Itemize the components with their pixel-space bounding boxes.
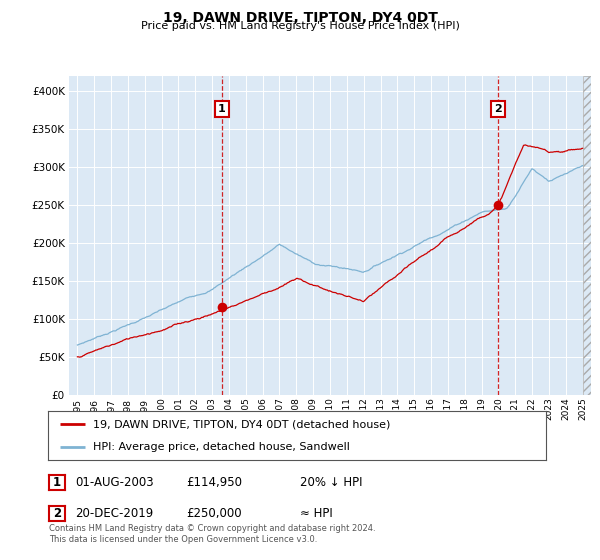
Text: Price paid vs. HM Land Registry's House Price Index (HPI): Price paid vs. HM Land Registry's House … [140,21,460,31]
Text: 1: 1 [218,104,226,114]
Text: 19, DAWN DRIVE, TIPTON, DY4 0DT (detached house): 19, DAWN DRIVE, TIPTON, DY4 0DT (detache… [93,419,390,430]
Text: 1: 1 [53,476,61,489]
Text: 2: 2 [494,104,502,114]
Text: £114,950: £114,950 [186,476,242,489]
Text: £250,000: £250,000 [186,507,242,520]
Text: Contains HM Land Registry data © Crown copyright and database right 2024.
This d: Contains HM Land Registry data © Crown c… [49,524,376,544]
Text: 20-DEC-2019: 20-DEC-2019 [75,507,153,520]
Text: 01-AUG-2003: 01-AUG-2003 [75,476,154,489]
Text: HPI: Average price, detached house, Sandwell: HPI: Average price, detached house, Sand… [93,442,350,452]
Text: 20% ↓ HPI: 20% ↓ HPI [300,476,362,489]
Text: 2: 2 [53,507,61,520]
Text: ≈ HPI: ≈ HPI [300,507,333,520]
Text: 19, DAWN DRIVE, TIPTON, DY4 0DT: 19, DAWN DRIVE, TIPTON, DY4 0DT [163,11,437,25]
